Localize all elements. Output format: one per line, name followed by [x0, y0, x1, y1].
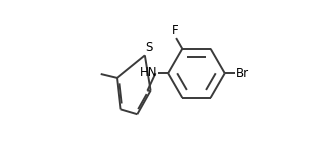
Text: HN: HN	[140, 66, 157, 79]
Text: S: S	[146, 41, 153, 54]
Text: Br: Br	[236, 67, 249, 80]
Text: F: F	[172, 24, 179, 37]
